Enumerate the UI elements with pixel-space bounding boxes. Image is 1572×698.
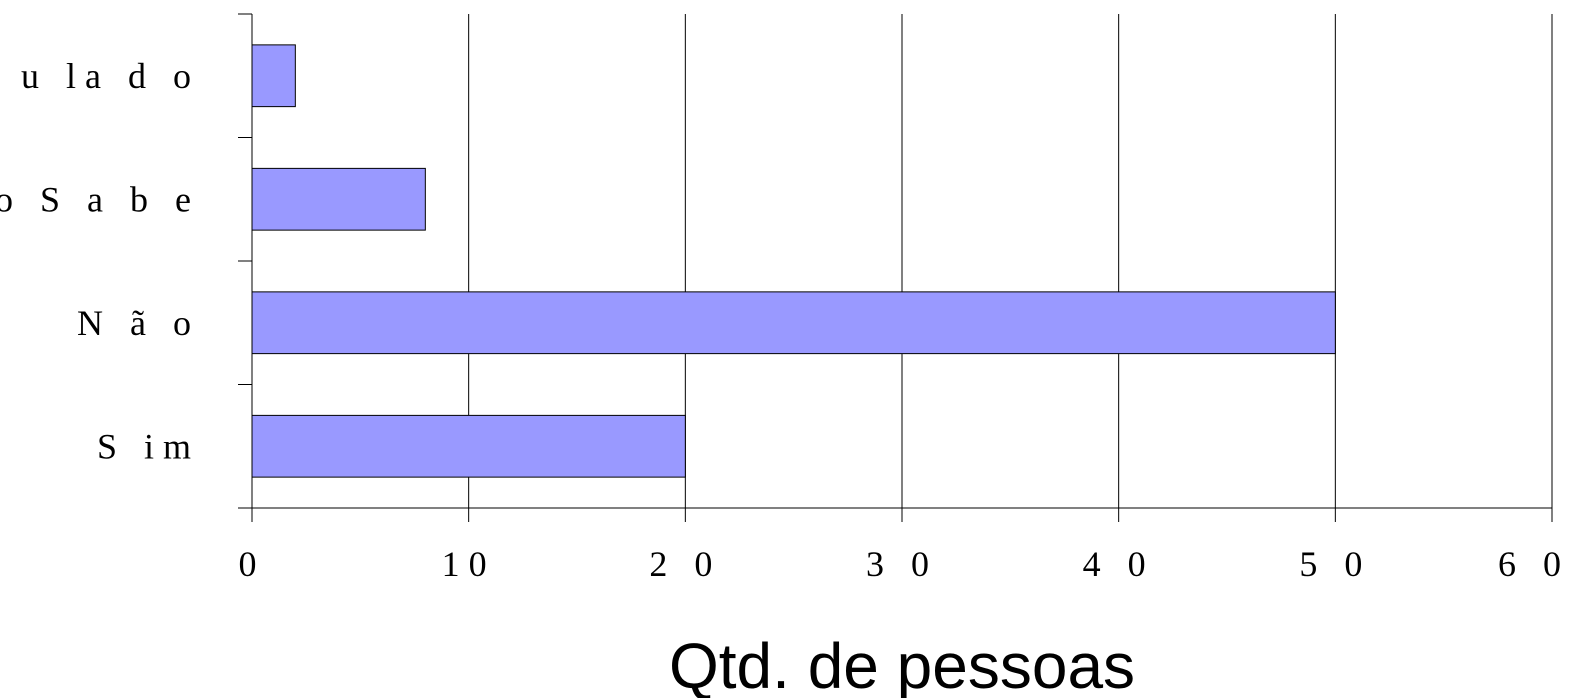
x-tick-label: 10 [442, 544, 496, 584]
x-tick-label: 3 0 [866, 544, 938, 584]
category-label: N ã o S a b e [0, 179, 200, 219]
bar-anulado [251, 44, 296, 108]
bars [251, 44, 1336, 478]
x-tick-label: 6 0 [1498, 544, 1570, 584]
x-axis-title: Qtd. de pessoas [669, 630, 1135, 698]
category-labels: S im N ã o N ã o S a b e A n u la d o [0, 56, 200, 467]
x-tick-labels: 0 10 2 0 3 0 4 0 5 0 6 0 [239, 544, 1570, 584]
category-label: S im [97, 426, 200, 466]
x-tick-label: 2 0 [649, 544, 721, 584]
category-label: N ã o [77, 303, 200, 343]
x-tick-label: 0 [239, 544, 266, 584]
bar-sim [251, 414, 686, 478]
x-tick-label: 4 0 [1083, 544, 1155, 584]
category-label: A n u la d o [0, 56, 200, 96]
bar-n-o-sabe [251, 167, 426, 231]
bar-n-o [251, 291, 1336, 355]
x-tick-label: 5 0 [1299, 544, 1371, 584]
axes [238, 13, 1553, 522]
